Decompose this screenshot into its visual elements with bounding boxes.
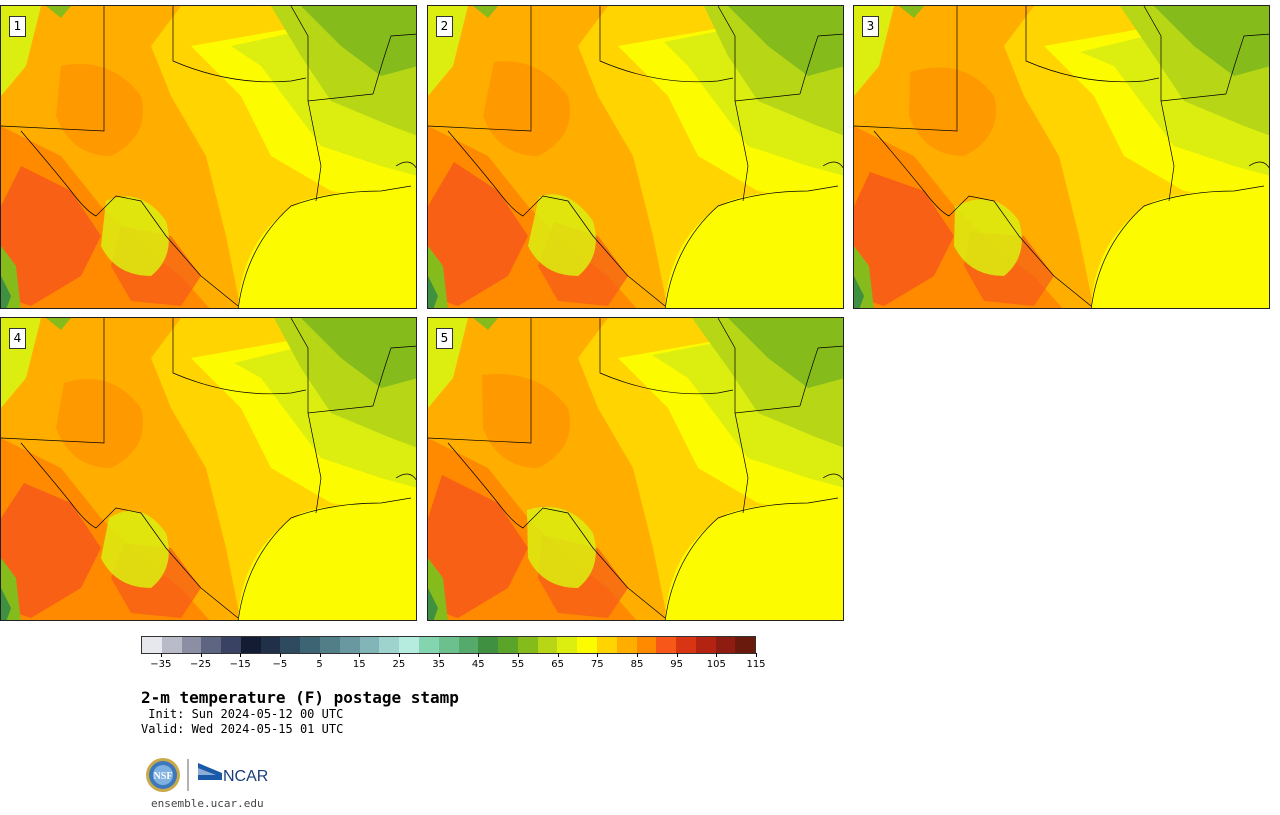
colorbar-tick — [319, 653, 321, 657]
colorbar-segment — [142, 637, 162, 653]
colorbar-segment — [240, 637, 261, 653]
panel-number-label: 5 — [436, 328, 453, 349]
colorbar-tick — [359, 653, 361, 657]
website-url: ensemble.ucar.edu — [151, 797, 264, 810]
colorbar-tick — [557, 653, 559, 657]
temperature-map — [1, 318, 416, 620]
colorbar-tick — [517, 653, 519, 657]
colorbar-segment — [438, 637, 459, 653]
colorbar-tick-label: 35 — [432, 659, 445, 670]
colorbar-segment — [181, 637, 202, 653]
nsf-ncar-logo: NSF NCAR — [146, 758, 268, 792]
colorbar-tick — [279, 653, 281, 657]
stamp-panel-5: 5 — [427, 317, 844, 621]
colorbar-tick — [240, 653, 242, 657]
colorbar-segment — [616, 637, 637, 653]
colorbar-tick — [676, 653, 678, 657]
colorbar-segment — [676, 637, 696, 653]
colorbar-tick — [478, 653, 480, 657]
panel-number-label: 4 — [9, 328, 26, 349]
colorbar-segment — [359, 637, 380, 653]
colorbar-segment — [161, 637, 182, 653]
colorbar-segment — [280, 637, 301, 653]
valid-time: Valid: Wed 2024-05-15 01 UTC — [141, 722, 344, 736]
colorbar-segment — [418, 637, 439, 653]
colorbar-tick-label: −35 — [150, 659, 172, 670]
colorbar-tick — [636, 653, 638, 657]
colorbar-segment — [715, 637, 736, 653]
stamp-panel-1: 1 — [0, 5, 417, 309]
colorbar-segment — [300, 637, 321, 653]
colorbar-segment — [458, 637, 479, 653]
temperature-colorbar — [141, 636, 756, 654]
colorbar-segment — [201, 637, 222, 653]
colorbar-segment — [735, 637, 756, 653]
colorbar-ticks: −35 −25 −15 −5 5 15 25 35 45 55 65 75 85 95 105 115 — [141, 653, 766, 673]
ncar-logo-icon: NCAR — [198, 763, 268, 785]
colorbar-segment — [656, 637, 677, 653]
panel-number-label: 1 — [9, 16, 26, 37]
colorbar-tick-label: −15 — [229, 659, 251, 670]
colorbar-segment — [517, 637, 538, 653]
colorbar-tick-label: 105 — [706, 659, 726, 670]
colorbar-tick — [160, 653, 162, 657]
stamp-panel-4: 4 — [0, 317, 417, 621]
colorbar-tick — [200, 653, 202, 657]
colorbar-tick — [756, 653, 757, 657]
colorbar-tick-label: 115 — [746, 659, 766, 670]
colorbar-tick-label: 75 — [590, 659, 604, 670]
stamp-panel-3: 3 — [853, 5, 1270, 309]
colorbar-tick-label: 85 — [630, 659, 644, 670]
colorbar-segment — [478, 637, 499, 653]
colorbar-tick-label: 25 — [392, 659, 406, 670]
panel-number-label: 2 — [436, 16, 453, 37]
ncar-logo-text: NCAR — [223, 768, 268, 785]
temperature-map — [428, 318, 843, 620]
colorbar-segment — [596, 637, 617, 653]
colorbar-tick-label: 45 — [471, 659, 485, 670]
colorbar-tick — [398, 653, 400, 657]
colorbar-tick-label: 55 — [511, 659, 525, 670]
nsf-logo-icon: NSF — [146, 758, 180, 792]
colorbar-segment — [537, 637, 558, 653]
stamp-panel-2: 2 — [427, 5, 844, 309]
colorbar-segment — [320, 637, 340, 653]
colorbar-tick-label: 15 — [352, 659, 366, 670]
colorbar-segment — [577, 637, 597, 653]
colorbar-tick-label: 65 — [551, 659, 564, 670]
colorbar-segment — [221, 637, 241, 653]
temperature-map — [428, 6, 843, 308]
colorbar-segment — [498, 637, 518, 653]
panel-number-label: 3 — [862, 16, 879, 37]
colorbar-tick-label: −5 — [272, 659, 288, 670]
colorbar-segment — [379, 637, 400, 653]
colorbar-tick-label: 5 — [316, 659, 323, 670]
colorbar-tick-label: −25 — [189, 659, 212, 670]
colorbar-segment — [339, 637, 360, 653]
temperature-map — [854, 6, 1269, 308]
colorbar-segment — [260, 637, 281, 653]
colorbar-segment — [636, 637, 657, 653]
init-time: Init: Sun 2024-05-12 00 UTC — [141, 707, 344, 721]
figure-title: 2-m temperature (F) postage stamp — [141, 688, 459, 707]
colorbar-tick — [438, 653, 440, 657]
colorbar-tick — [716, 653, 718, 657]
nsf-logo-text: NSF — [154, 771, 173, 782]
colorbar-tick — [597, 653, 599, 657]
temperature-map — [1, 6, 416, 308]
colorbar-segment — [399, 637, 419, 653]
colorbar-segment — [557, 637, 578, 653]
colorbar-segment — [695, 637, 716, 653]
colorbar-tick-label: 95 — [670, 659, 684, 670]
